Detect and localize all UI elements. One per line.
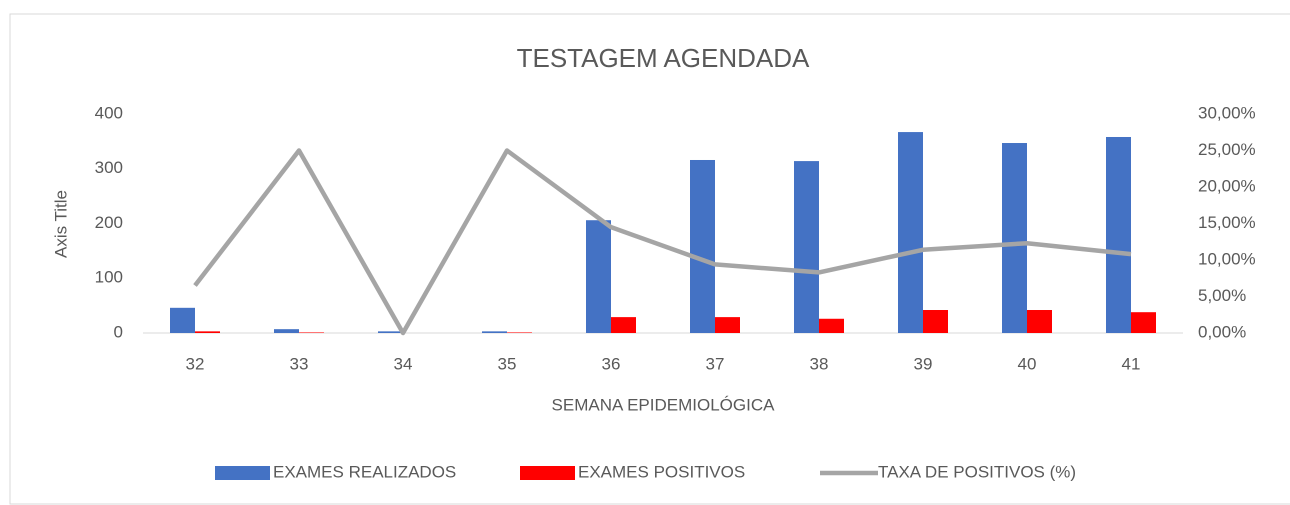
y2-tick-label: 20,00% (1198, 176, 1256, 195)
legend-swatch (520, 466, 575, 480)
x-tick-label: 34 (394, 354, 413, 373)
y-tick-label: 0 (114, 322, 123, 341)
x-tick-label: 36 (602, 354, 621, 373)
legend-label: EXAMES POSITIVOS (578, 462, 745, 481)
y2-tick-label: 25,00% (1198, 140, 1256, 159)
bar (274, 329, 299, 333)
bar (715, 317, 740, 333)
y-tick-label: 100 (95, 268, 123, 287)
x-tick-label: 41 (1122, 354, 1141, 373)
bar (299, 332, 324, 333)
bar (195, 331, 220, 333)
x-axis-title: SEMANA EPIDEMIOLÓGICA (552, 395, 776, 414)
bar (794, 161, 819, 333)
bar (819, 318, 844, 333)
bar (898, 132, 923, 333)
y2-tick-label: 30,00% (1198, 103, 1256, 122)
y-tick-label: 400 (95, 103, 123, 122)
legend-label: TAXA DE POSITIVOS (%) (878, 462, 1076, 481)
bar (611, 317, 636, 333)
bar (170, 307, 195, 333)
x-tick-label: 38 (810, 354, 829, 373)
bar (1027, 310, 1052, 333)
x-tick-label: 32 (186, 354, 205, 373)
x-tick-label: 35 (498, 354, 517, 373)
x-tick-label: 39 (914, 354, 933, 373)
y2-tick-label: 15,00% (1198, 213, 1256, 232)
chart-border (9, 13, 1290, 505)
y2-tick-label: 10,00% (1198, 249, 1256, 268)
y-tick-label: 300 (95, 158, 123, 177)
bar (1106, 136, 1131, 333)
bar (507, 332, 532, 333)
y-axis-title: Axis Title (51, 190, 70, 258)
x-tick-label: 33 (290, 354, 309, 373)
y2-tick-label: 5,00% (1198, 286, 1246, 305)
x-tick-label: 40 (1018, 354, 1037, 373)
bar (586, 220, 611, 333)
bar (923, 310, 948, 333)
legend-label: EXAMES REALIZADOS (273, 462, 456, 481)
bar (690, 159, 715, 333)
chart-title: TESTAGEM AGENDADA (517, 43, 810, 73)
bar (482, 331, 507, 333)
bar (1131, 312, 1156, 333)
line-series (193, 148, 1132, 336)
x-tick-label: 37 (706, 354, 725, 373)
y2-tick-label: 0,00% (1198, 322, 1246, 341)
bar (378, 331, 403, 333)
y-tick-label: 200 (95, 213, 123, 232)
bar (1002, 143, 1027, 333)
legend-swatch (215, 466, 270, 480)
